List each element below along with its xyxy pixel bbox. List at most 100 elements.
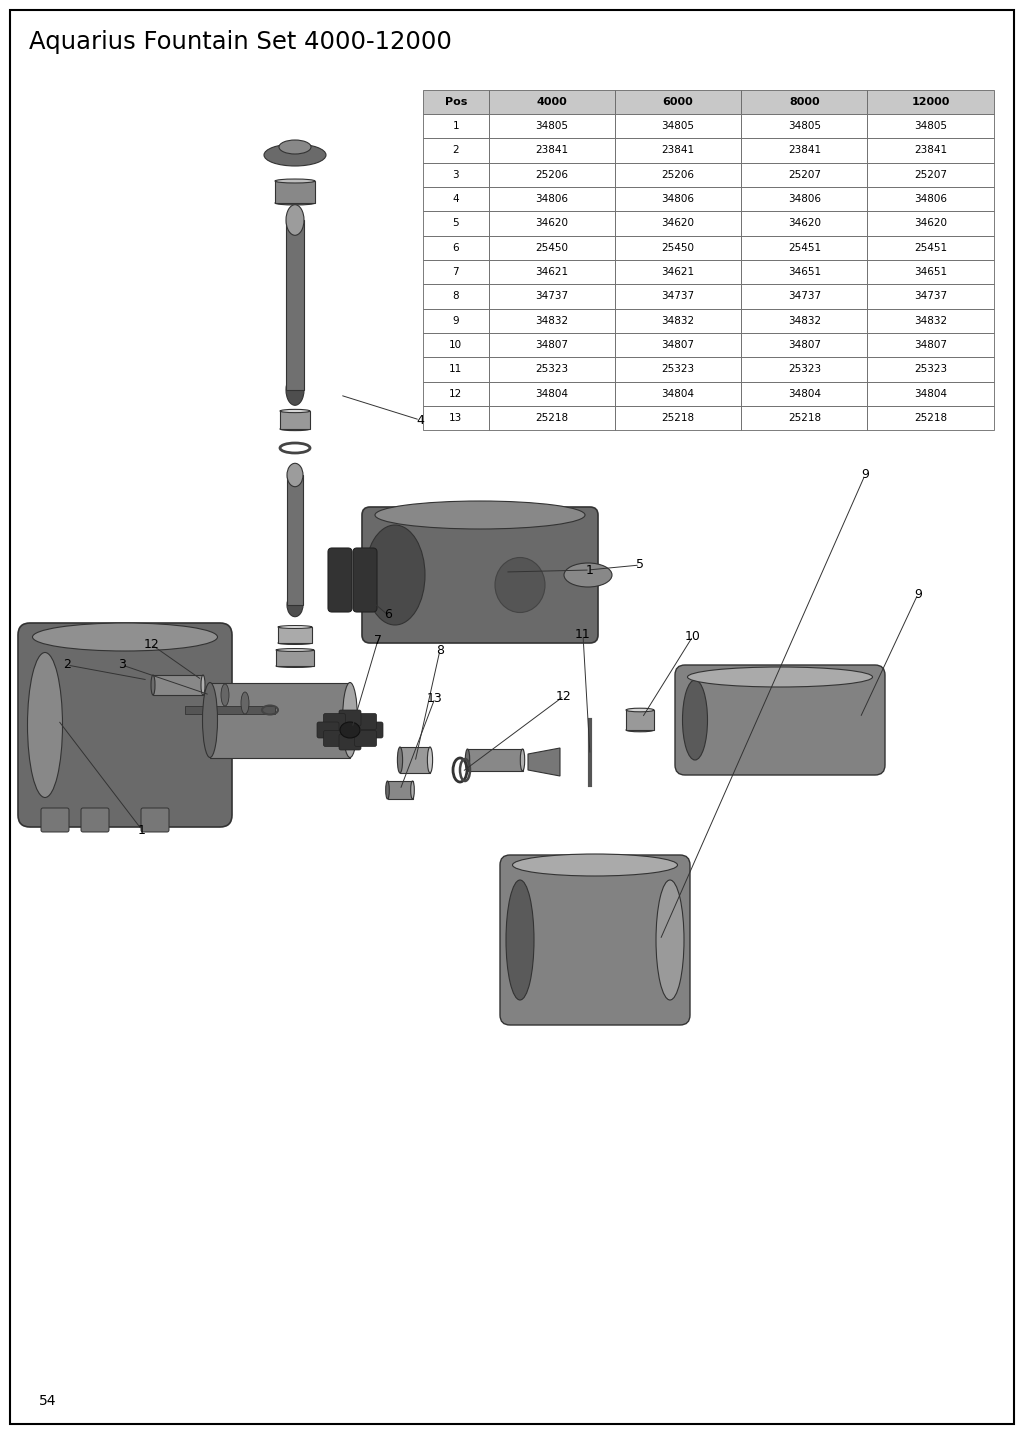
Text: 34832: 34832 <box>536 315 568 326</box>
Text: 34804: 34804 <box>914 389 947 399</box>
Text: 10: 10 <box>685 630 701 642</box>
Bar <box>741 260 867 284</box>
Bar <box>741 186 867 211</box>
Ellipse shape <box>564 564 612 587</box>
Text: 25207: 25207 <box>787 169 821 179</box>
Text: 7: 7 <box>374 634 382 647</box>
Text: 34832: 34832 <box>787 315 821 326</box>
Text: 25450: 25450 <box>662 242 694 252</box>
Text: 25451: 25451 <box>914 242 947 252</box>
Bar <box>423 284 488 308</box>
Ellipse shape <box>278 641 312 644</box>
Text: 1: 1 <box>453 120 459 130</box>
Text: 23841: 23841 <box>914 145 947 155</box>
Bar <box>423 308 488 333</box>
Bar <box>614 260 741 284</box>
Text: 23841: 23841 <box>536 145 568 155</box>
Ellipse shape <box>286 205 304 235</box>
Bar <box>626 710 654 730</box>
Text: 34620: 34620 <box>536 218 568 228</box>
Ellipse shape <box>201 675 205 695</box>
Text: 34620: 34620 <box>662 218 694 228</box>
Ellipse shape <box>687 667 872 687</box>
Text: 25323: 25323 <box>914 364 947 374</box>
Bar <box>488 186 614 211</box>
Bar <box>423 138 488 162</box>
Bar <box>488 89 614 113</box>
Bar <box>488 113 614 138</box>
Bar <box>153 675 203 695</box>
Bar <box>741 211 867 235</box>
Bar <box>488 333 614 357</box>
FancyBboxPatch shape <box>324 730 345 747</box>
Ellipse shape <box>275 201 315 205</box>
Ellipse shape <box>411 782 415 799</box>
Bar <box>488 260 614 284</box>
Text: 6: 6 <box>453 242 459 252</box>
Text: 34805: 34805 <box>914 120 947 130</box>
Text: 8: 8 <box>453 291 459 301</box>
Text: 34621: 34621 <box>662 267 694 277</box>
Bar <box>287 475 303 605</box>
Text: 2: 2 <box>63 658 71 671</box>
Polygon shape <box>528 749 560 776</box>
Bar <box>741 89 867 113</box>
Bar <box>488 162 614 186</box>
Text: 34620: 34620 <box>914 218 947 228</box>
Bar <box>423 406 488 430</box>
Text: 54: 54 <box>39 1394 56 1408</box>
Text: 34832: 34832 <box>914 315 947 326</box>
Ellipse shape <box>342 683 357 757</box>
Bar <box>614 308 741 333</box>
FancyBboxPatch shape <box>675 665 885 774</box>
Text: 34737: 34737 <box>914 291 947 301</box>
FancyBboxPatch shape <box>354 714 377 730</box>
Ellipse shape <box>279 141 311 153</box>
Text: 1: 1 <box>586 564 594 576</box>
Text: 12: 12 <box>556 690 571 703</box>
FancyBboxPatch shape <box>361 721 383 739</box>
Bar <box>488 284 614 308</box>
Ellipse shape <box>278 625 312 628</box>
Bar <box>741 235 867 260</box>
Bar <box>423 357 488 381</box>
Ellipse shape <box>656 880 684 999</box>
Bar <box>423 186 488 211</box>
Bar <box>741 162 867 186</box>
FancyBboxPatch shape <box>339 734 361 750</box>
Text: 7: 7 <box>453 267 459 277</box>
Text: 34804: 34804 <box>787 389 821 399</box>
Ellipse shape <box>276 648 314 651</box>
Text: 9: 9 <box>861 469 869 482</box>
Text: 2: 2 <box>453 145 459 155</box>
Bar <box>867 308 994 333</box>
Bar <box>488 235 614 260</box>
Ellipse shape <box>151 675 155 695</box>
Bar <box>280 412 310 429</box>
Bar <box>614 186 741 211</box>
Bar <box>614 284 741 308</box>
Text: 25218: 25218 <box>662 413 694 423</box>
Ellipse shape <box>287 594 303 617</box>
Text: 34807: 34807 <box>787 340 821 350</box>
Text: 25323: 25323 <box>787 364 821 374</box>
Text: 12000: 12000 <box>911 96 950 106</box>
Text: 34806: 34806 <box>787 194 821 204</box>
FancyBboxPatch shape <box>317 721 339 739</box>
Bar <box>614 138 741 162</box>
Bar <box>741 284 867 308</box>
Text: 25206: 25206 <box>536 169 568 179</box>
Text: 34805: 34805 <box>787 120 821 130</box>
FancyBboxPatch shape <box>324 714 345 730</box>
Ellipse shape <box>465 749 470 771</box>
Text: 25450: 25450 <box>536 242 568 252</box>
Text: 12: 12 <box>450 389 463 399</box>
Bar <box>488 406 614 430</box>
Bar <box>210 683 350 757</box>
Bar <box>867 113 994 138</box>
FancyBboxPatch shape <box>500 855 690 1025</box>
Ellipse shape <box>626 708 654 711</box>
Text: 8: 8 <box>436 644 444 657</box>
Bar <box>185 706 275 714</box>
Ellipse shape <box>397 747 402 773</box>
